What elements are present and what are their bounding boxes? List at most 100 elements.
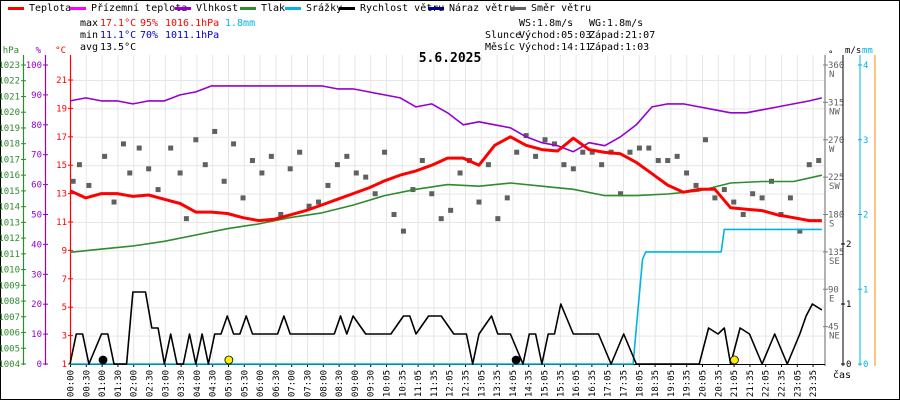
x-tick-label: 06:30 <box>272 370 282 397</box>
axis-unit-hPa: hPa <box>3 46 19 56</box>
wind-direction-point <box>76 162 82 168</box>
x-tick-label: 17:05 <box>604 370 614 397</box>
x-tick-label: 05:30 <box>240 370 250 397</box>
y-tick-label: 135 <box>828 248 844 258</box>
wind-direction-point <box>457 170 463 176</box>
x-tick-label: 08:00 <box>319 370 329 397</box>
wind-direction-point <box>589 149 595 155</box>
y-tick-compass: W <box>829 145 835 155</box>
wind-direction-point <box>816 158 822 164</box>
legend-swatch <box>240 7 256 10</box>
x-tick-label: 23:05 <box>793 370 803 397</box>
wind-direction-point <box>806 162 812 168</box>
wind-direction-point <box>618 191 624 197</box>
legend-swatch <box>70 7 86 10</box>
x-tick-label: 09:00 <box>351 370 361 397</box>
wind-direction-point <box>212 128 218 134</box>
wind-direction-point <box>665 158 671 164</box>
wind-direction-point <box>400 228 406 234</box>
x-tick-label: 15:05 <box>541 370 551 397</box>
y-tick-label: 1007 <box>0 313 20 323</box>
stat-min-temp: 11.1°C <box>100 30 137 41</box>
x-tick-label: 03:30 <box>177 370 187 397</box>
x-tick-label: 00:00 <box>67 370 77 397</box>
wind-direction-point <box>561 162 567 168</box>
wind-direction-point <box>136 145 142 151</box>
y-tick-compass: E <box>829 294 834 304</box>
axis-unit-rain: mm <box>862 46 873 56</box>
x-tick-label: 19:35 <box>683 370 693 397</box>
y-tick-label: 1023 <box>0 61 20 71</box>
y-tick-label: 1015 <box>0 187 20 197</box>
chart-title: 5.6.2025 <box>419 51 482 66</box>
wind-direction-series <box>70 128 822 234</box>
legend-swatch <box>510 7 526 10</box>
wind-direction-point <box>111 199 117 205</box>
wind-direction-point <box>193 137 199 143</box>
wind-direction-point <box>750 191 756 197</box>
wind-direction-point <box>127 170 133 176</box>
x-tick-label: 18:05 <box>635 370 645 397</box>
x-tick-label: 08:30 <box>335 370 345 397</box>
x-tick-label: 13:35 <box>493 370 503 397</box>
stat-max-humidity: 95% <box>140 18 159 29</box>
wind-direction-point <box>306 203 312 209</box>
y-tick-label: 1012 <box>0 234 20 244</box>
legend-swatch <box>339 7 355 10</box>
legend-item-smer-vetru: Směr větru <box>510 3 591 14</box>
legend-item-naraz-vetru: Náraz větru <box>428 3 515 14</box>
stat-min-label: min <box>80 30 99 41</box>
x-tick-label: 07:00 <box>288 370 298 397</box>
wind-direction-point <box>570 166 576 172</box>
y-tick-label: 180 <box>828 211 844 221</box>
x-tick-label: 05:00 <box>225 370 235 397</box>
wind-direction-point <box>249 158 255 164</box>
x-tick-label: 20:05 <box>699 370 709 397</box>
precipitation-line <box>70 228 822 365</box>
stat-min-humidity: 70% <box>140 30 159 41</box>
wind-direction-point <box>325 182 331 188</box>
y-tick-label: 1005 <box>0 344 20 354</box>
wind-direction-point <box>202 162 208 168</box>
y-tick-label: 50 <box>31 211 42 221</box>
wind-direction-point <box>391 212 397 217</box>
grid <box>70 55 825 365</box>
x-tick-label: 01:30 <box>114 370 124 397</box>
x-tick-label: 07:30 <box>304 370 314 397</box>
wind-direction-point <box>334 162 340 168</box>
moon-rise-marker <box>511 355 521 365</box>
pressure-line <box>69 174 823 254</box>
wind-direction-point <box>693 182 699 188</box>
wind-direction-point <box>438 216 444 222</box>
wind-direction-point <box>278 212 284 217</box>
legend-label: Srážky <box>306 3 343 14</box>
wind-direction-point <box>684 170 690 176</box>
y-tick-label: 1 <box>62 360 67 370</box>
x-tick-label: 06:00 <box>256 370 266 397</box>
y-tick-label: 3 <box>62 332 67 342</box>
x-tick-label: 14:35 <box>525 370 535 397</box>
wind-direction-point <box>514 149 520 155</box>
x-tick-label: 12:35 <box>462 370 472 397</box>
stat-moon-label: Měsíc <box>485 42 516 53</box>
y-tick-label: 1006 <box>0 329 20 339</box>
stat-min-pressure: 1011.1hPa <box>165 30 220 41</box>
stat-sunset: Západ:21:07 <box>589 30 656 41</box>
y-tick-compass: NE <box>829 332 840 342</box>
x-tick-label: 20:35 <box>714 370 724 397</box>
y-tick-label: 100 <box>26 61 42 71</box>
y-tick-label: 270 <box>828 136 844 146</box>
x-axis-label: čas <box>833 369 851 381</box>
y-tick-label: 70 <box>31 151 42 161</box>
wind-direction-point <box>429 191 435 197</box>
y-tick-label: 9 <box>62 246 67 256</box>
y-tick-label: 4 <box>863 61 868 71</box>
y-tick-label: 30 <box>31 270 42 280</box>
y-tick-label: 10 <box>31 330 42 340</box>
y-tick-label: 0 <box>863 360 868 370</box>
axes: 00:00 00:30 01:00 01:30 02:00 02:30 03:00 03:30… <box>0 46 876 397</box>
legend-label: Směr větru <box>531 3 592 14</box>
y-tick-label: 20 <box>31 300 42 310</box>
y-tick-label: 2 <box>863 211 868 221</box>
legend-item-tlak: Tlak <box>240 3 285 14</box>
